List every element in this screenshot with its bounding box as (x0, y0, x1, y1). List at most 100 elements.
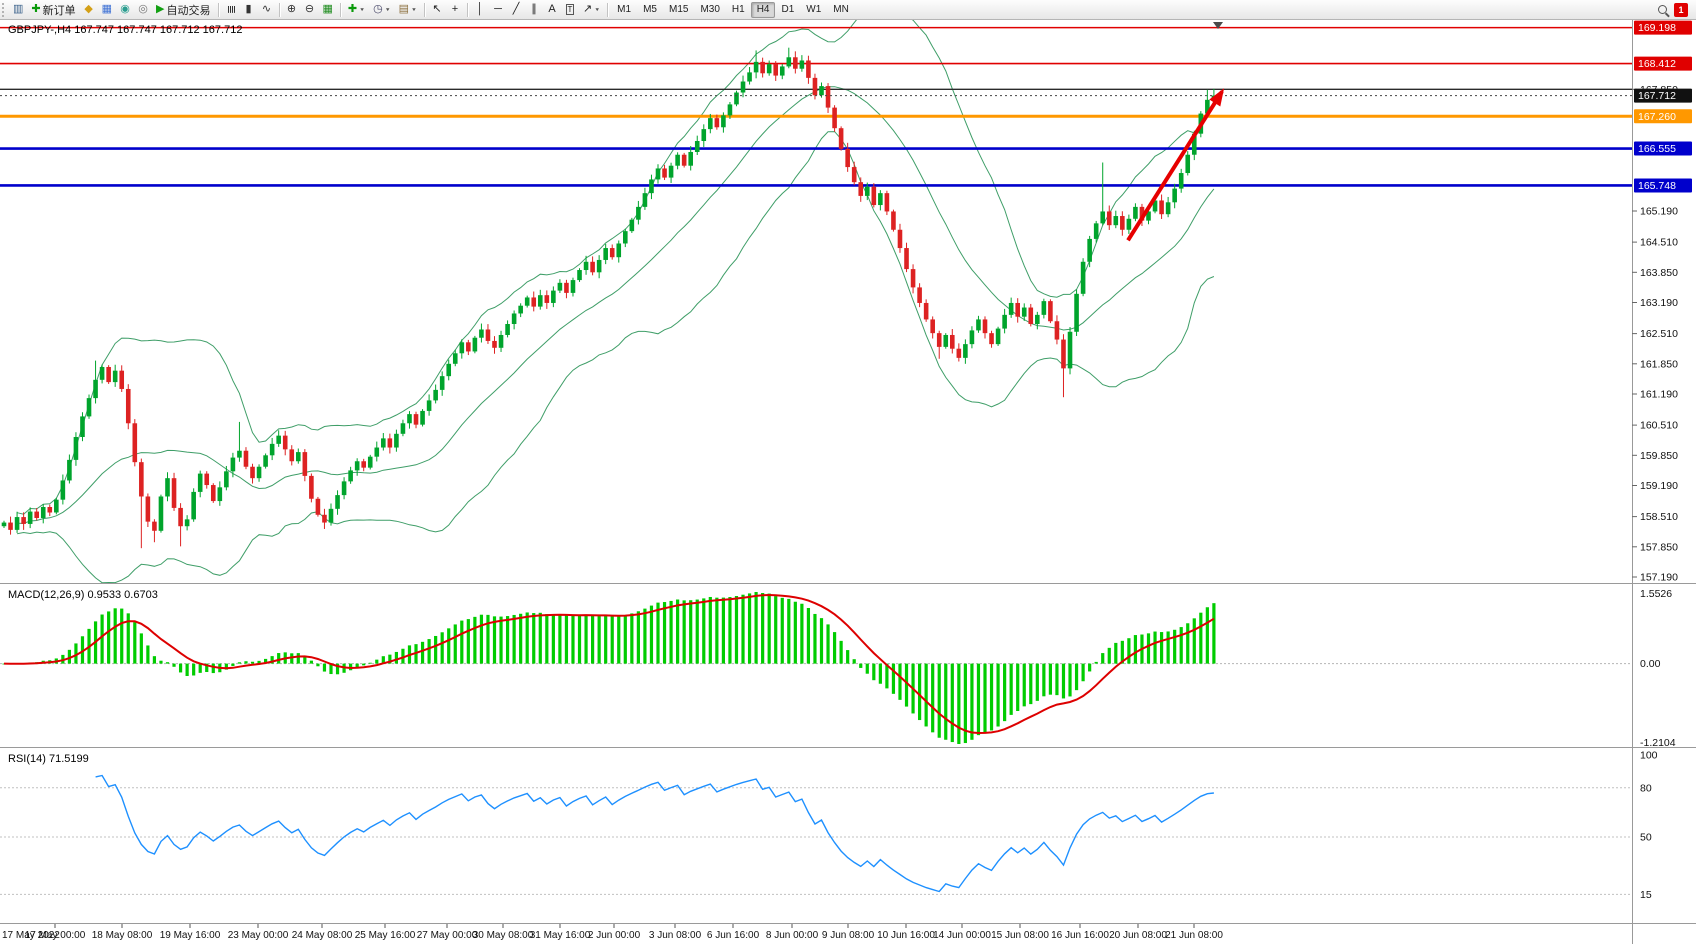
dropdown-caret-icon: ▼ (594, 7, 601, 12)
profiles-button[interactable]: ◷ ▼ (369, 1, 395, 18)
ohlc-bars-button[interactable]: ≣ (222, 1, 240, 18)
date-label: 27 May 00:00 (417, 930, 478, 941)
autotrading-icon: ▶ (156, 3, 165, 15)
navigator-icon: ◎ (138, 3, 148, 15)
cursor-button[interactable]: ↖ (428, 1, 446, 18)
candlestick-chart-icon: ▮ (245, 3, 252, 15)
toolbar-separator (607, 2, 609, 17)
svg-text:100: 100 (1640, 750, 1658, 762)
date-label: 19 May 16:00 (160, 930, 221, 941)
timeframe-m30-button[interactable]: M30 (700, 4, 720, 15)
timeframe-h1-button[interactable]: H1 (731, 4, 745, 15)
zoom-in-button[interactable]: ⊕ (283, 1, 301, 18)
svg-text:166.555: 166.555 (1638, 143, 1676, 155)
svg-text:1.5526: 1.5526 (1640, 588, 1672, 600)
dropdown-caret-icon: ▼ (384, 7, 391, 12)
price-tick-label: 161.190 (1640, 389, 1678, 401)
toolbar-grip[interactable] (2, 2, 5, 17)
horizontal-line-button[interactable]: ─ (489, 1, 507, 18)
templates-icon: ▤ (398, 3, 410, 15)
date-label: 9 Jun 08:00 (822, 930, 875, 941)
timeframe-w1-button[interactable]: W1 (806, 4, 822, 15)
price-tick-label: 159.850 (1640, 450, 1678, 462)
line-chart-button[interactable]: ∿ (258, 1, 276, 18)
autotrading-button[interactable]: ▶ 自动交易 (152, 1, 214, 18)
price-tick-label: 160.510 (1640, 420, 1678, 432)
arrow-objects-button[interactable]: ↗ ▼ (579, 1, 604, 18)
candlestick-chart-button[interactable]: ▮ (240, 1, 258, 18)
date-label: 3 Jun 08:00 (649, 930, 702, 941)
date-label: 6 Jun 16:00 (707, 930, 760, 941)
vertical-line-icon: │ (476, 3, 484, 15)
toolbar-separator (217, 2, 219, 17)
tile-windows-button[interactable]: ▦ (319, 1, 337, 18)
zoom-out-button[interactable]: ⊖ (301, 1, 319, 18)
date-label: 14 Jun 00:00 (933, 930, 991, 941)
timeframe-m1-button[interactable]: M1 (617, 4, 632, 15)
timeframe-d1-button[interactable]: D1 (781, 4, 795, 15)
templates-button[interactable]: ▤ ▼ (395, 1, 421, 18)
timeframe-mn-button[interactable]: MN (833, 4, 849, 15)
price-badge (1634, 178, 1692, 193)
vertical-line-button[interactable]: │ (471, 1, 489, 18)
svg-text:0.00: 0.00 (1640, 658, 1661, 670)
new-order-button[interactable]: ✚ 新订单 (27, 1, 79, 18)
date-label: 24 May 08:00 (292, 930, 353, 941)
price-tick-label: 162.510 (1640, 328, 1678, 340)
metaeditor-icon: ◆ (84, 3, 93, 15)
zoom-out-icon: ⊖ (304, 3, 315, 15)
date-label: 2 Jun 00:00 (588, 930, 641, 941)
macd-label: MACD(12,26,9) 0.9533 0.6703 (8, 589, 158, 601)
market-watch-button[interactable]: ▦ (98, 1, 116, 18)
candlestick-series (1, 47, 1217, 549)
market-watch-icon: ▦ (101, 3, 113, 15)
timeframe-m5-button[interactable]: M5 (643, 4, 657, 15)
price-tick-label: 165.190 (1640, 206, 1678, 218)
toolbar-separator (467, 2, 468, 17)
text-label-button[interactable]: T (561, 1, 579, 18)
new-chart-icon: ✚ (347, 3, 358, 15)
arrow-objects-icon: ↗ (583, 3, 593, 15)
price-tick-label: 163.850 (1640, 267, 1678, 279)
search-icon[interactable] (1658, 5, 1667, 14)
notification-badge[interactable]: 1 (1674, 2, 1688, 17)
svg-text:169.198: 169.198 (1638, 22, 1676, 34)
bollinger-bands (16, 20, 1215, 584)
price-badge (1634, 141, 1692, 156)
metaeditor-button[interactable]: ◆ (80, 1, 98, 18)
crosshair-icon: + (451, 3, 459, 15)
dropdown-caret-icon: ▼ (359, 7, 366, 12)
timeframe-h4-button[interactable]: H4 (750, 1, 776, 18)
equidistant-channel-button[interactable]: ∥ (525, 1, 543, 18)
panel-separators[interactable] (0, 583, 1696, 924)
price-axis: 167.850165.190164.510163.850163.190162.5… (1632, 20, 1692, 944)
date-label: 21 Jun 08:00 (1165, 930, 1223, 941)
price-tick-label: 159.190 (1640, 480, 1678, 492)
text-button[interactable]: A (543, 1, 561, 18)
new-chart-button[interactable]: ✚ ▼ (344, 1, 369, 18)
svg-text:168.412: 168.412 (1638, 58, 1676, 70)
horizontal-level-lines[interactable] (0, 26, 1632, 187)
date-label: 16 Jun 16:00 (1051, 930, 1109, 941)
crosshair-button[interactable]: + (446, 1, 464, 18)
data-window-button[interactable]: ◉ (116, 1, 134, 18)
chart-window-button[interactable]: ▥ (9, 1, 27, 18)
trendline-button[interactable]: ╱ (507, 1, 525, 18)
equidistant-channel-icon: ∥ (531, 3, 537, 15)
timeframe-m15-button[interactable]: M15 (668, 4, 689, 15)
svg-text:167.260: 167.260 (1638, 111, 1676, 123)
svg-text:50: 50 (1640, 832, 1652, 844)
toolbar-separator (339, 2, 341, 17)
date-label: 23 May 00:00 (228, 930, 289, 941)
main-toolbar: ▥ ✚ 新订单 ◆ ▦ ◉ ◎ ▶ 自动交易 ≣ ▮ ∿ ⊕ ⊖ ▦ ✚ ▼ ◷ ▼ ▤ ▼ ↖ + │ ─ ╱ ∥ A T ↗ ▼ M1 M5… (0, 0, 1696, 20)
price-tick-label: 163.190 (1640, 297, 1678, 309)
date-label: 17 May 00:00 (25, 930, 86, 941)
ohlc-bars-icon: ≣ (225, 4, 237, 15)
trend-arrow[interactable] (1126, 88, 1225, 242)
chart-shift-marker-icon[interactable] (1213, 22, 1223, 29)
navigator-button[interactable]: ◎ (134, 1, 152, 18)
price-tick-label: 161.850 (1640, 358, 1678, 370)
zoom-in-icon: ⊕ (286, 3, 297, 15)
